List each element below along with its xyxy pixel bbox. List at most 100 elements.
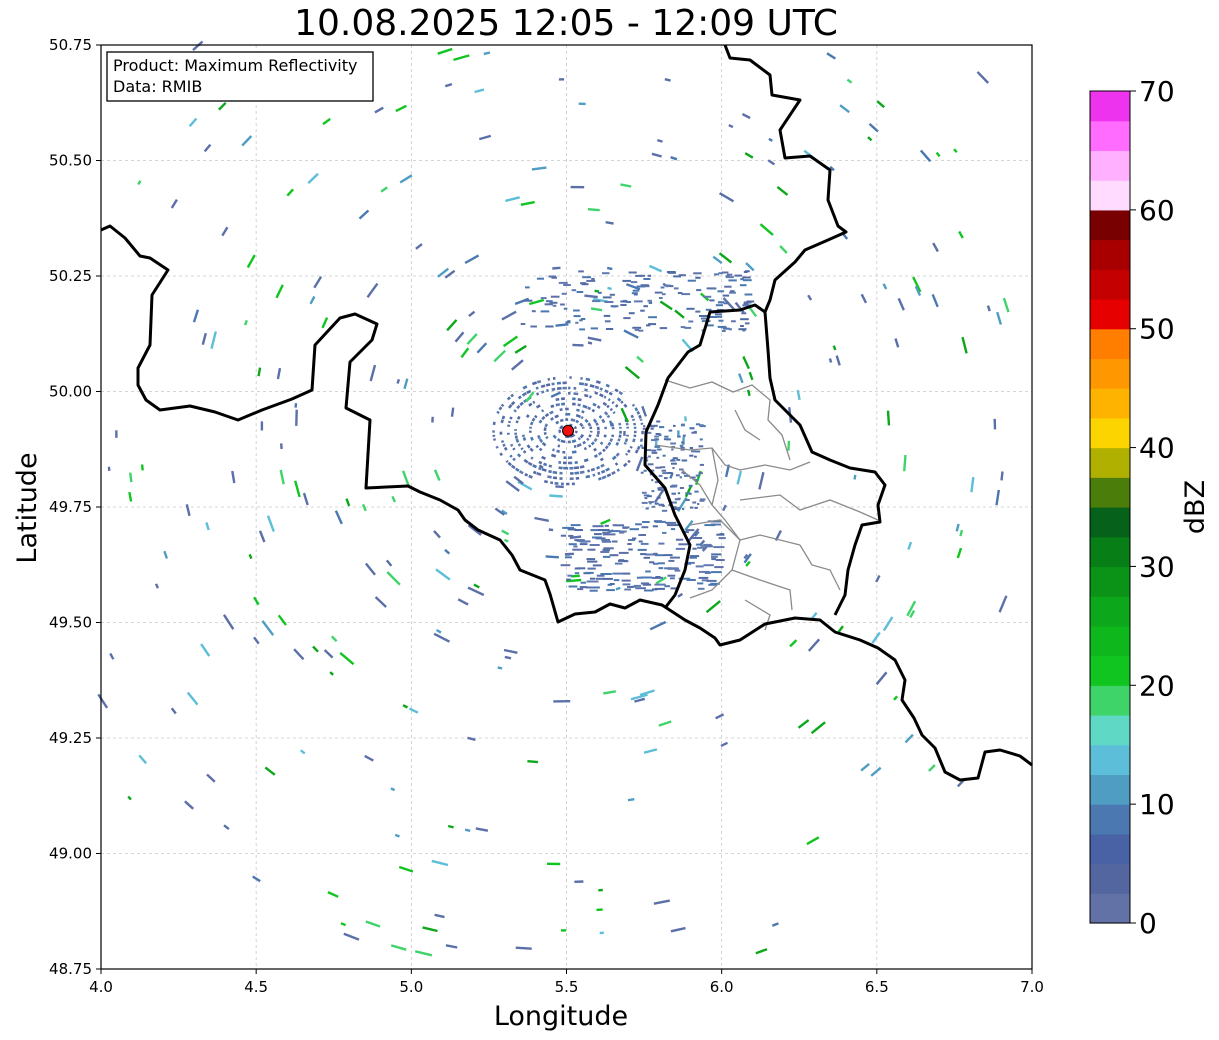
echo-cell xyxy=(688,320,694,323)
echo-arc xyxy=(607,286,612,291)
echo-ring-segment xyxy=(510,400,516,406)
echo-arc xyxy=(200,643,211,657)
echo-ring-segment xyxy=(599,387,603,391)
echo-arc xyxy=(386,571,401,586)
echo-ring-segment xyxy=(623,441,627,445)
echo-arc xyxy=(364,754,374,762)
echo-arc xyxy=(520,200,535,206)
echo-cell xyxy=(647,274,652,277)
echo-cell xyxy=(661,509,668,512)
echo-cell xyxy=(651,439,657,442)
echo-arc xyxy=(986,305,991,312)
echo-ring-segment xyxy=(549,410,554,415)
echo-cell xyxy=(648,501,654,504)
echo-cell xyxy=(646,495,652,498)
echo-arc xyxy=(771,922,779,927)
echo-cell xyxy=(670,485,675,488)
echo-cell xyxy=(696,289,702,292)
echo-cell xyxy=(644,589,654,592)
y-axis-label: Latitude xyxy=(12,452,43,563)
echo-cell xyxy=(622,279,631,282)
echo-cell xyxy=(640,284,649,287)
echo-cell xyxy=(635,587,646,590)
echo-ring-segment xyxy=(599,441,604,446)
echo-cell xyxy=(598,529,610,531)
echo-arc xyxy=(555,323,569,327)
echo-ring-segment xyxy=(550,453,557,458)
colorbar-swatch xyxy=(1090,507,1130,538)
echo-cell xyxy=(643,278,651,280)
echo-cell xyxy=(578,270,584,273)
echo-ring-segment xyxy=(609,407,614,412)
echo-cell xyxy=(710,571,722,574)
echo-ring-segment xyxy=(512,447,516,451)
echo-cell xyxy=(632,326,642,329)
echo-cell xyxy=(742,304,752,307)
echo-cell xyxy=(689,492,692,495)
echo-cell xyxy=(651,490,655,493)
echo-arc xyxy=(722,297,736,311)
echo-ring-segment xyxy=(596,434,600,438)
echo-ring-segment xyxy=(492,421,496,426)
echo-cell xyxy=(689,454,694,457)
echo-cell xyxy=(663,438,669,441)
echo-ring-segment xyxy=(545,383,551,387)
echo-ring-segment xyxy=(586,437,590,442)
echo-arc xyxy=(738,373,744,384)
echo-cell xyxy=(731,320,736,323)
echo-cell xyxy=(643,469,647,472)
echo-cell xyxy=(710,582,720,585)
echo-arc xyxy=(321,317,329,329)
colorbar-swatch xyxy=(1090,625,1130,657)
echo-cell xyxy=(628,548,633,551)
echo-arc xyxy=(684,519,694,531)
echo-arc xyxy=(670,156,678,161)
echo-cell xyxy=(679,476,683,479)
echo-arc xyxy=(635,456,644,472)
echo-cell xyxy=(632,537,637,540)
echo-cell xyxy=(711,558,717,560)
y-axis-ticks: 48.75 49.00 49.25 49.50 49.75 50.00 50.25 50.50… xyxy=(49,36,101,978)
echo-ring-segment xyxy=(517,395,522,400)
echo-cell xyxy=(699,499,705,502)
echo-ring-segment xyxy=(503,446,508,451)
echo-cell xyxy=(659,327,668,330)
echo-arc xyxy=(286,188,294,197)
echo-cell xyxy=(574,572,580,575)
echo-ring-segment xyxy=(538,419,543,424)
echo-cell xyxy=(684,531,689,534)
echo-cell xyxy=(601,540,612,543)
echo-ring-segment xyxy=(552,476,558,480)
colorbar-swatch xyxy=(1090,417,1130,449)
echo-ring-segment xyxy=(573,392,579,396)
echo-arc xyxy=(218,101,227,111)
colorbar-swatch xyxy=(1090,388,1130,419)
echo-ring-segment xyxy=(588,444,592,448)
echo-arc xyxy=(837,625,844,633)
echo-ring-segment xyxy=(500,419,504,424)
echo-cell xyxy=(571,289,577,292)
echo-cell xyxy=(698,576,709,579)
colorbar-swatch xyxy=(1090,120,1130,152)
echo-cell xyxy=(600,551,610,553)
echo-ring-segment xyxy=(535,392,540,396)
echo-cell xyxy=(567,528,576,531)
echo-ring-segment xyxy=(499,452,503,457)
echo-ring-segment xyxy=(615,441,620,446)
echo-cell xyxy=(603,547,614,550)
echo-arc xyxy=(527,760,539,764)
echo-cell xyxy=(689,476,696,479)
echo-cell xyxy=(706,579,717,582)
colorbar-swatch xyxy=(1090,150,1130,181)
echo-cell xyxy=(700,544,709,547)
echo-arc xyxy=(279,469,285,485)
echo-ring-segment xyxy=(587,469,591,473)
echo-ring-segment xyxy=(617,438,621,442)
echo-cell xyxy=(711,555,718,558)
echo-arc xyxy=(956,547,963,559)
echo-ring-segment xyxy=(580,416,584,420)
echo-cell xyxy=(566,578,571,581)
echo-arc xyxy=(625,283,641,291)
echo-ring-segment xyxy=(557,444,561,448)
echo-cell xyxy=(586,279,596,282)
